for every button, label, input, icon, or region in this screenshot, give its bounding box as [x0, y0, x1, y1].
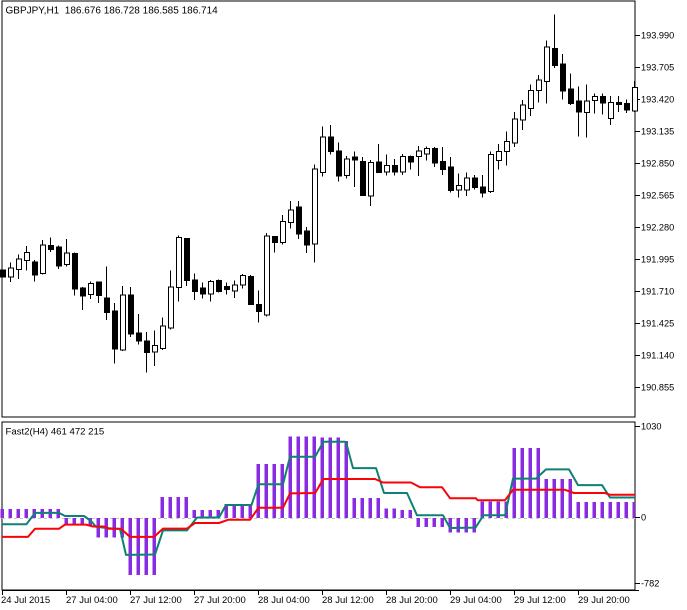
svg-text:Fast2(H4) 461 472 215: Fast2(H4) 461 472 215 — [6, 427, 105, 438]
svg-text:28 Jul 04:00: 28 Jul 04:00 — [258, 595, 310, 606]
svg-text:28 Jul 12:00: 28 Jul 12:00 — [322, 595, 374, 606]
svg-text:192.565: 192.565 — [641, 191, 674, 201]
svg-text:193.420: 193.420 — [641, 95, 674, 105]
svg-text:191.425: 191.425 — [641, 319, 674, 329]
svg-text:191.140: 191.140 — [641, 351, 674, 361]
svg-text:193.135: 193.135 — [641, 127, 674, 137]
svg-text:24 Jul 2015: 24 Jul 2015 — [1, 595, 50, 606]
svg-text:29 Jul 04:00: 29 Jul 04:00 — [450, 595, 502, 606]
svg-text:1030: 1030 — [641, 422, 661, 432]
svg-text:191.710: 191.710 — [641, 287, 674, 297]
svg-text:-782: -782 — [641, 579, 659, 589]
svg-text:191.995: 191.995 — [641, 255, 674, 265]
svg-text:GBPJPY,H1 186.676 186.728 186: GBPJPY,H1 186.676 186.728 186.585 186.71… — [6, 6, 219, 17]
svg-text:193.990: 193.990 — [641, 31, 674, 41]
svg-text:193.705: 193.705 — [641, 63, 674, 73]
svg-text:29 Jul 12:00: 29 Jul 12:00 — [514, 595, 566, 606]
svg-text:192.850: 192.850 — [641, 159, 674, 169]
svg-text:27 Jul 20:00: 27 Jul 20:00 — [194, 595, 246, 606]
svg-text:190.855: 190.855 — [641, 383, 674, 393]
svg-text:28 Jul 20:00: 28 Jul 20:00 — [386, 595, 438, 606]
svg-text:0: 0 — [641, 513, 646, 523]
svg-text:27 Jul 12:00: 27 Jul 12:00 — [130, 595, 182, 606]
svg-text:29 Jul 20:00: 29 Jul 20:00 — [578, 595, 630, 606]
svg-text:27 Jul 04:00: 27 Jul 04:00 — [66, 595, 118, 606]
svg-text:192.280: 192.280 — [641, 223, 674, 233]
